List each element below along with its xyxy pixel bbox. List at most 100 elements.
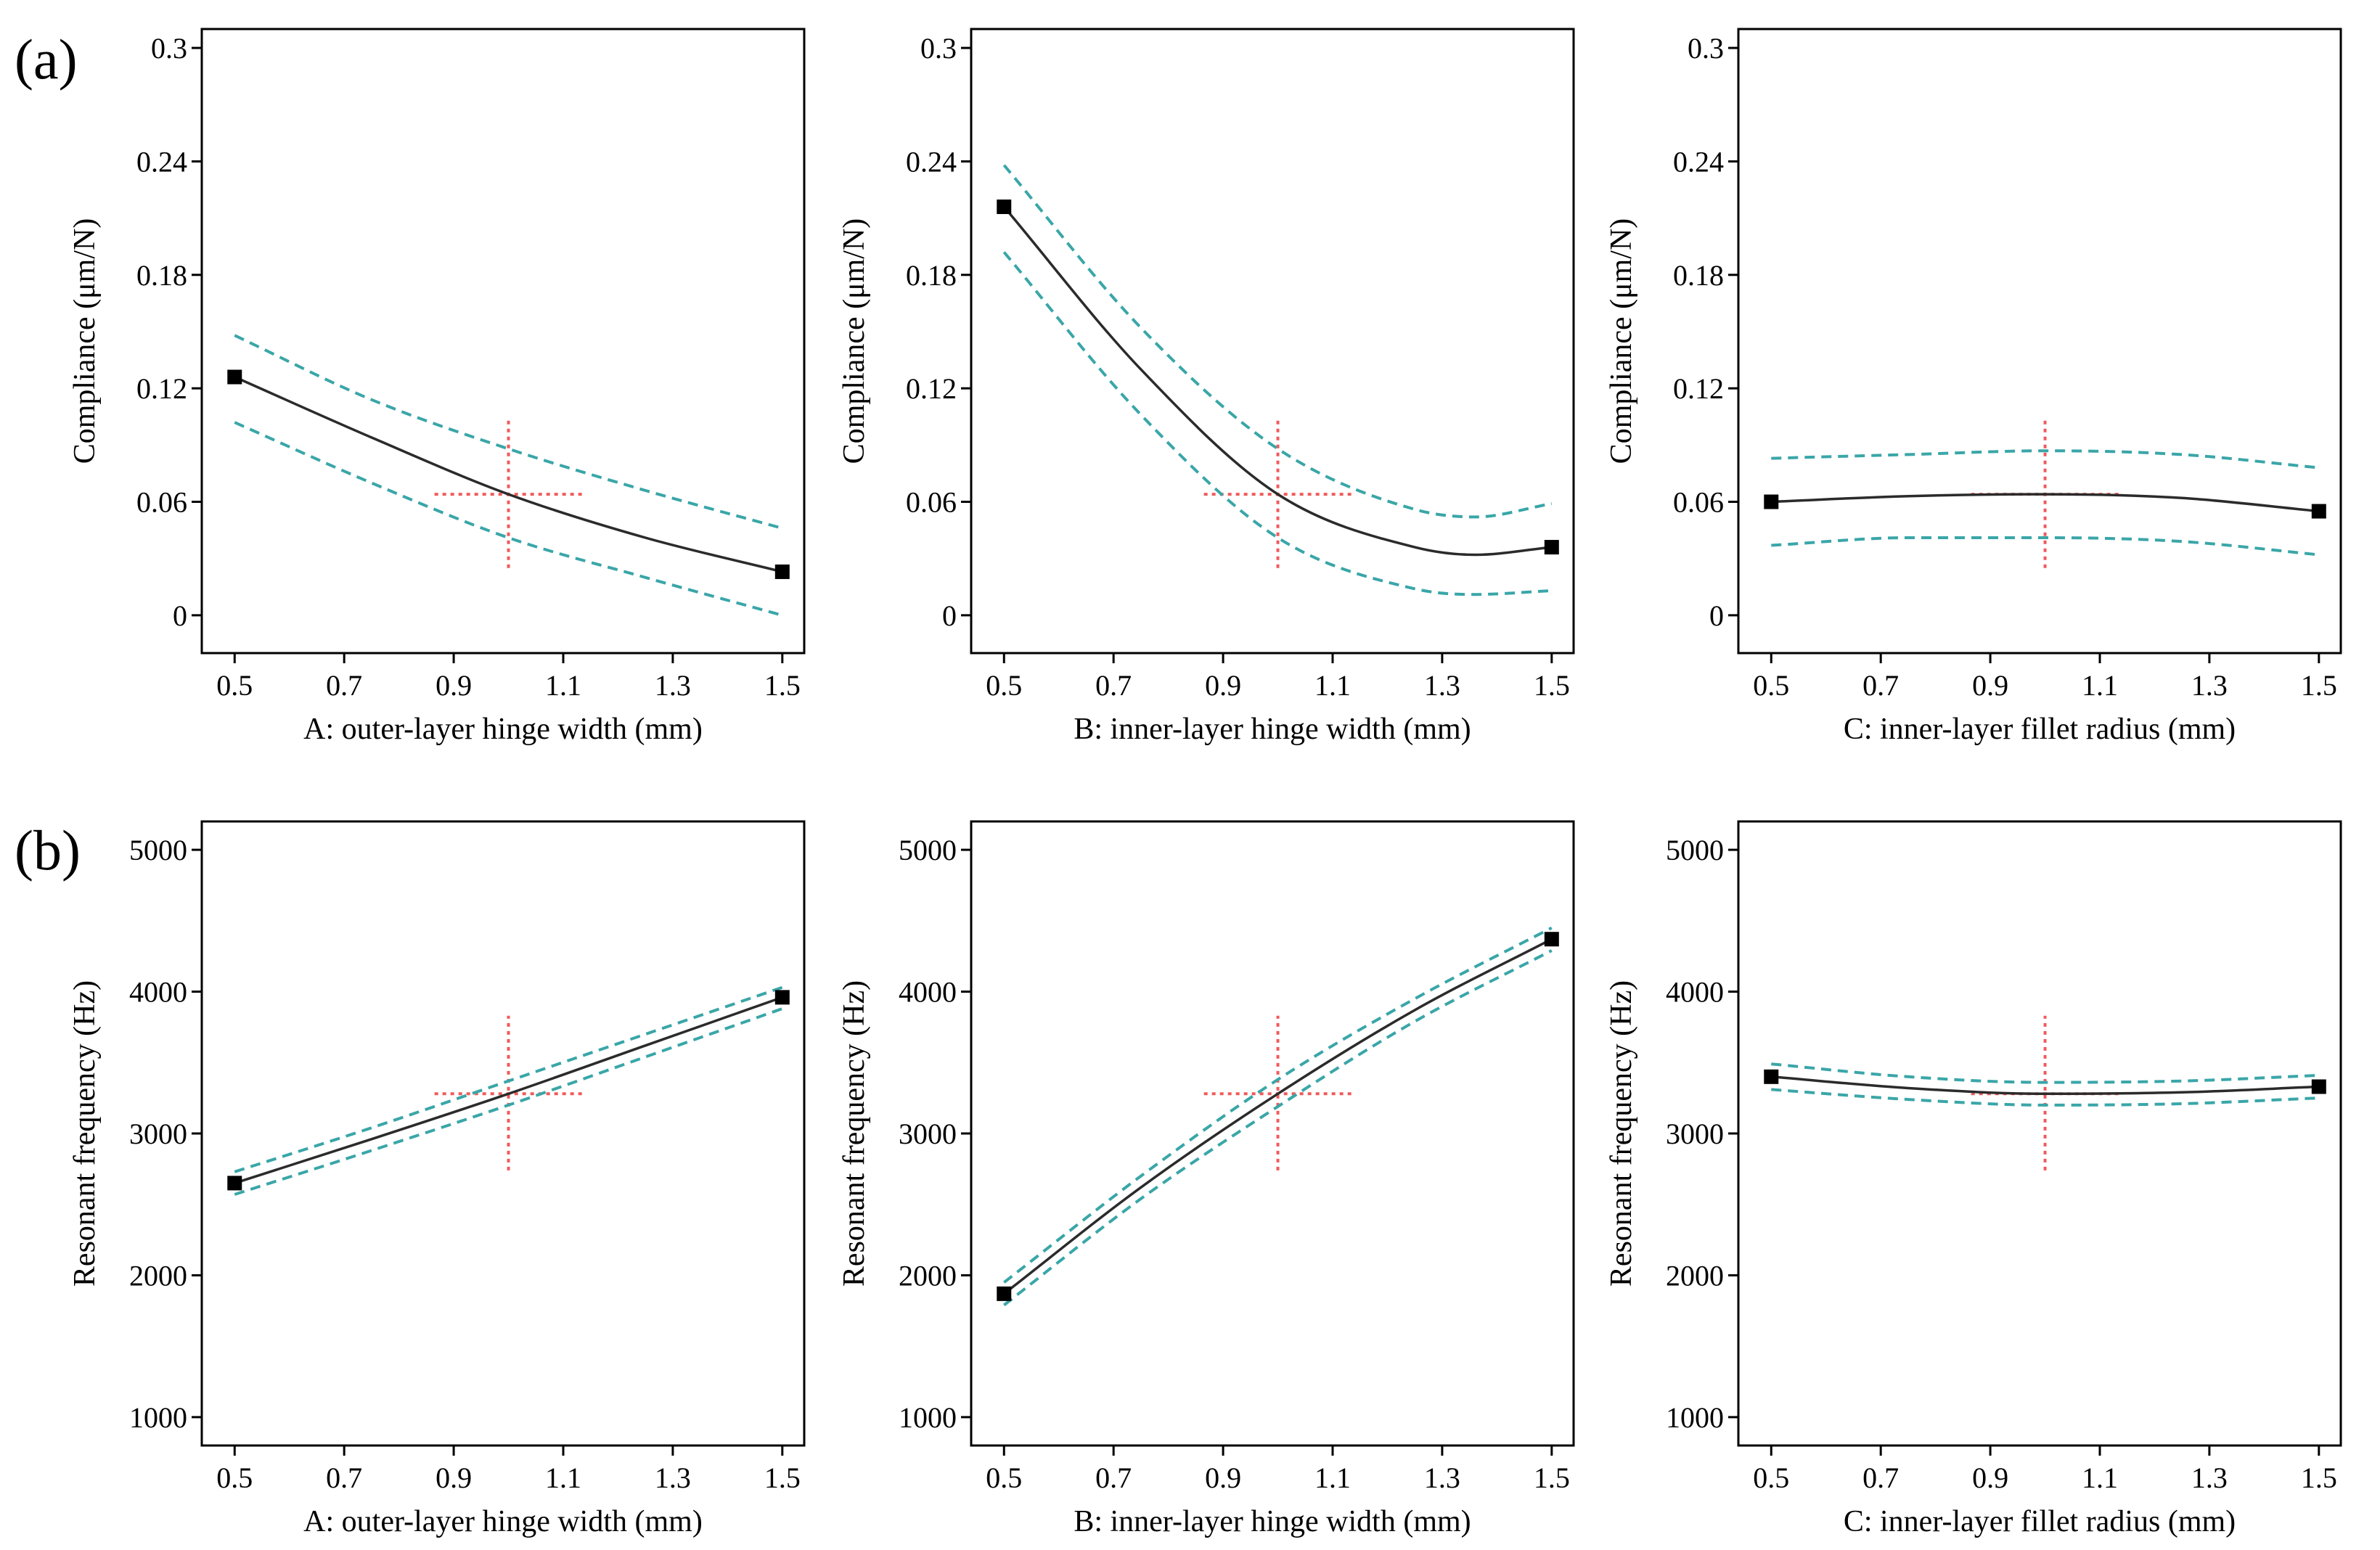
x-tick-label: 1.3 [1424,1461,1460,1494]
chart-1: 0.5 0.7 0.9 1.1 1.3 1.5 0 0.06 0.12 0.18 0.24 0.3 A:… [68,28,806,746]
x-tick-label: 0.9 [435,669,472,702]
data-point-marker [227,369,242,385]
data-point-marker [774,990,790,1005]
data-point-marker [227,1176,242,1191]
y-axis-title: Resonant frequency (Hz) [1605,980,1638,1287]
y-tick-label: 0.3 [920,32,957,65]
y-tick-label: 2000 [1666,1259,1724,1292]
series-line-predicted [1771,1075,2319,1096]
series-line-predicted [1003,938,1553,1295]
x-tick-label: 1.3 [655,669,691,702]
charts-group: 0.5 0.7 0.9 1.1 1.3 1.5 0 0.06 0.12 0.18 0.24 0.3 A:… [68,28,2342,1538]
y-tick-label: 1000 [129,1401,187,1434]
x-tick-label: 0.9 [1205,1461,1241,1494]
plot-frame [200,820,806,1447]
x-tick-label: 0.5 [986,1461,1022,1494]
chart-5: 0.5 0.7 0.9 1.1 1.3 1.5 1000 2000 3000 4000 5000 B:… [838,820,1575,1538]
series-line-lower-95 [1002,251,1552,596]
x-tick-label: 1.1 [2082,1461,2118,1494]
y-axis-title: Compliance (μm/N) [838,218,871,464]
y-tick-label: 0.12 [1673,372,1724,405]
x-tick-label: 1.1 [545,1461,581,1494]
x-tick-label: 0.5 [216,669,253,702]
panel-label-b: (b) [15,819,81,882]
y-tick-label: 3000 [1666,1118,1724,1150]
y-tick-label: 5000 [1666,834,1724,866]
data-point-marker [1544,540,1559,555]
y-tick-label: 0 [1709,599,1724,632]
x-axis-title: B: inner-layer hinge width (mm) [1074,1505,1471,1538]
x-tick-label: 1.5 [1534,669,1570,702]
y-tick-label: 0.12 [906,372,957,405]
x-axis-title: C: inner-layer fillet radius (mm) [1844,1505,2236,1538]
x-tick-label: 1.3 [655,1461,691,1494]
y-tick-label: 0 [942,599,957,632]
series-line-predicted [234,996,783,1185]
series-line-upper-95 [1771,1062,2319,1084]
data-point-marker [1764,494,1779,509]
data-point-marker [1764,1069,1779,1084]
plot-frame [200,28,806,655]
y-tick-label: 2000 [899,1259,957,1292]
data-point-marker [997,1286,1012,1301]
y-tick-label: 4000 [129,976,187,1009]
x-axis-title: A: outer-layer hinge width (mm) [303,713,703,746]
y-tick-label: 0.3 [1688,32,1724,65]
x-tick-label: 1.1 [2082,669,2118,702]
series-line-predicted [234,375,783,573]
x-tick-label: 0.7 [1862,669,1899,702]
chart-2: 0.5 0.7 0.9 1.1 1.3 1.5 0 0.06 0.12 0.18 0.24 0.3 B:… [838,28,1575,746]
y-tick-label: 5000 [129,834,187,866]
y-tick-label: 3000 [899,1118,957,1150]
x-tick-label: 1.5 [764,1461,801,1494]
series-line-upper-95 [1771,449,2319,469]
panel-label-a: (a) [15,28,78,91]
series-line-upper-95 [1003,926,1553,1284]
x-tick-label: 1.3 [2191,1461,2228,1494]
chart-3: 0.5 0.7 0.9 1.1 1.3 1.5 0 0.06 0.12 0.18 0.24 0.3 C:… [1605,28,2342,746]
chart-4: 0.5 0.7 0.9 1.1 1.3 1.5 1000 2000 3000 4000 5000 A:… [68,820,806,1538]
data-point-marker [1544,932,1559,947]
y-axis-title: Compliance (μm/N) [1605,218,1638,464]
x-tick-label: 0.7 [326,1461,362,1494]
x-tick-label: 0.7 [1862,1461,1899,1494]
y-tick-label: 4000 [1666,976,1724,1009]
y-tick-label: 3000 [129,1118,187,1150]
y-tick-label: 0.24 [1673,145,1724,178]
x-tick-label: 1.1 [1314,669,1351,702]
y-tick-label: 0.18 [1673,259,1724,292]
series-line-upper-95 [234,334,783,530]
x-tick-label: 0.9 [1972,669,2008,702]
y-tick-label: 0.18 [136,259,187,292]
x-tick-label: 0.7 [326,669,362,702]
x-tick-label: 0.7 [1095,669,1132,702]
x-tick-label: 1.1 [545,669,581,702]
series-line-lower-95 [234,421,783,617]
x-tick-label: 0.5 [216,1461,253,1494]
x-tick-label: 0.5 [1753,1461,1789,1494]
data-point-marker [997,199,1012,214]
x-tick-label: 0.9 [1205,669,1241,702]
x-tick-label: 1.3 [1424,669,1460,702]
data-point-marker [774,564,790,579]
series-line-lower-95 [1771,1088,2319,1107]
y-tick-label: 0.18 [906,259,957,292]
series-line-predicted [1002,205,1552,557]
y-tick-label: 1000 [899,1401,957,1434]
x-axis-title: A: outer-layer hinge width (mm) [303,1505,703,1538]
x-tick-label: 1.5 [2301,1461,2337,1494]
y-tick-label: 0 [173,599,187,632]
x-tick-label: 0.9 [1972,1461,2008,1494]
y-tick-label: 0.06 [1673,486,1724,519]
y-axis-title: Resonant frequency (Hz) [838,980,871,1287]
y-tick-label: 0.24 [906,145,957,178]
x-tick-label: 1.5 [764,669,801,702]
plot-frame [1737,28,2342,655]
plot-frame [970,820,1575,1447]
y-tick-label: 5000 [899,834,957,866]
plot-frame [970,28,1575,655]
x-tick-label: 1.1 [1314,1461,1351,1494]
y-tick-label: 2000 [129,1259,187,1292]
series-line-upper-95 [1002,164,1553,519]
